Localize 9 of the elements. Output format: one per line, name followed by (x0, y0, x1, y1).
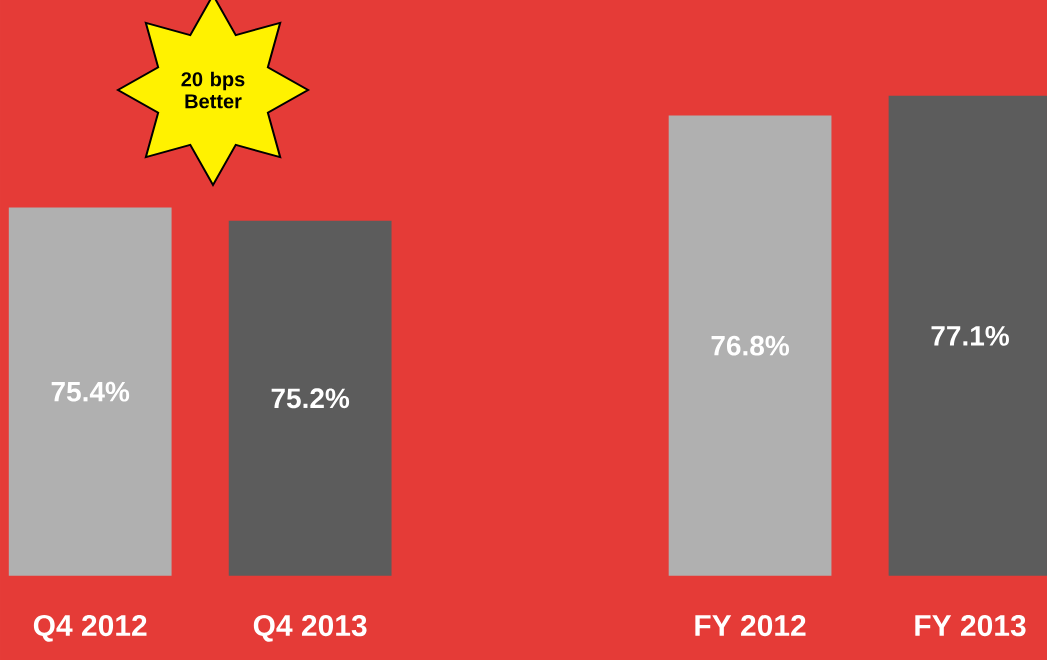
x-tick-label: Q4 2012 (33, 614, 147, 642)
data-label: 77.1% (931, 325, 1009, 346)
data-label: 76.8% (711, 335, 790, 356)
x-tick-label: FY 2012 (695, 614, 806, 637)
annotation: 20 bps Better (181, 71, 245, 109)
x-tick-label: FY 2013 (915, 614, 1026, 637)
x-tick-label: Q4 2013 (253, 614, 367, 642)
data-label: 75.4% (51, 381, 130, 402)
data-label: 75.2% (271, 388, 350, 409)
